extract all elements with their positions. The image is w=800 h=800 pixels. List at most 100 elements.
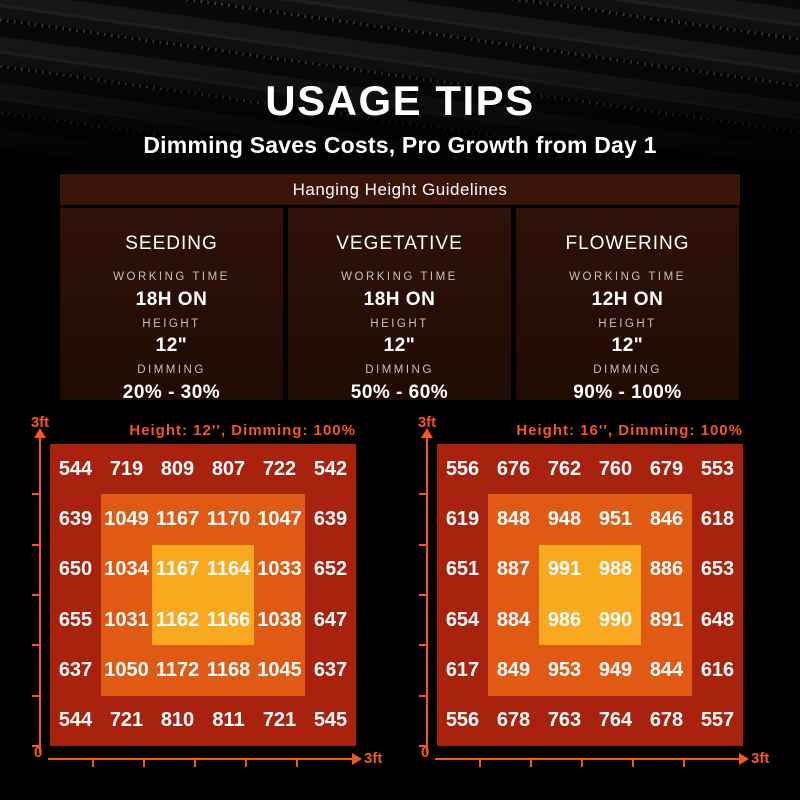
axis-tick	[32, 594, 39, 596]
heatmap-cell: 616	[692, 645, 743, 696]
field-label: HEIGHT	[142, 317, 201, 330]
heatmap-cell: 557	[692, 695, 743, 746]
x-axis-max-label: 3ft	[364, 750, 383, 767]
field-label: WORKING TIME	[113, 271, 230, 283]
grow-light-photo	[0, 0, 800, 168]
heatmap-cell: 639	[305, 494, 356, 545]
heatmap-cell: 809	[152, 444, 203, 495]
guidelines-title: Hanging Height Guidelines	[60, 174, 740, 205]
axis-tick	[530, 760, 532, 767]
field-value: 12H ON	[591, 288, 664, 310]
heatmap-cell: 844	[641, 645, 692, 696]
heatmap-cell: 948	[539, 494, 590, 545]
heatmap-cell: 1034	[101, 544, 152, 595]
heatmap-cell: 762	[539, 444, 590, 495]
heatmap-grid: 544 719 809 807 722 542 639 1049 1167 1170 1047 639…	[50, 444, 356, 746]
heatmap-cell: 1045	[254, 645, 305, 696]
ppfd-heatmap-16in: Height: 16'', Dimming: 100% 3ft 0 3ft 55…	[387, 412, 787, 792]
field-value: 20% - 30%	[122, 381, 221, 403]
heatmap-cell: 1038	[254, 594, 305, 646]
page-subtitle: Dimming Saves Costs, Pro Growth from Day…	[143, 132, 657, 158]
heatmap-cell: 886	[641, 544, 692, 595]
stage-name: SEEDING	[125, 233, 218, 254]
x-axis-origin-label: 0	[34, 744, 43, 761]
axis-tick	[419, 695, 426, 697]
heatmap-cell: 1170	[203, 494, 254, 545]
heatmap-cell: 652	[305, 544, 356, 595]
heatmap-cell: 647	[305, 594, 356, 646]
heatmap-cell: 810	[152, 695, 203, 746]
axis-tick	[32, 695, 39, 697]
heatmap-cell: 542	[305, 444, 356, 495]
heatmap-cell: 953	[539, 645, 590, 696]
guideline-column-seeding: SEEDING WORKING TIME 18H ON HEIGHT 12" D…	[60, 208, 283, 403]
heatmap-cell: 848	[488, 494, 539, 545]
heatmap-cell: 1172	[152, 645, 203, 696]
heatmap-cell: 1167	[152, 544, 203, 595]
heatmap-cell: 719	[101, 444, 152, 495]
ppfd-heatmap-12in: Height: 12'', Dimming: 100% 3ft 0 3ft 54…	[0, 412, 400, 792]
heatmap-cell: 617	[437, 645, 488, 696]
field-value: 12"	[611, 335, 644, 356]
heatmap-cell: 849	[488, 645, 539, 696]
heatmap-cell: 1166	[203, 594, 254, 646]
guideline-column-flowering: FLOWERING WORKING TIME 12H ON HEIGHT 12"…	[516, 208, 739, 402]
x-axis-origin-label: 0	[421, 744, 430, 761]
heatmap-cell: 556	[437, 444, 488, 495]
y-axis-line	[426, 438, 428, 753]
axis-tick	[419, 644, 426, 646]
heatmap-cell: 618	[692, 494, 743, 545]
heatmap-cell: 1031	[101, 594, 152, 646]
heatmap-cell: 544	[50, 444, 101, 495]
heatmap-cell: 721	[254, 695, 305, 746]
field-label: DIMMING	[137, 364, 206, 376]
field-label: DIMMING	[593, 364, 662, 376]
heatmap-cell: 1047	[254, 494, 305, 545]
axis-tick	[32, 745, 39, 747]
heatmap-cell: 648	[692, 594, 743, 646]
axis-tick	[683, 760, 685, 767]
heatmap-cell: 846	[641, 494, 692, 545]
field-label: WORKING TIME	[341, 271, 458, 283]
field-value: 18H ON	[363, 288, 436, 310]
axis-tick	[419, 544, 426, 546]
field-label: WORKING TIME	[569, 271, 686, 283]
page-title: USAGE TIPS	[265, 77, 535, 124]
axis-tick	[32, 544, 39, 546]
heatmap-cell: 619	[437, 494, 488, 545]
field-value: 50% - 60%	[350, 381, 449, 403]
heatmap-cell: 655	[50, 594, 101, 646]
heatmap-cell: 544	[50, 695, 101, 746]
axis-tick	[245, 760, 247, 767]
heatmap-cell: 990	[590, 594, 641, 646]
axis-tick	[143, 760, 145, 767]
y-axis-arrow-icon	[34, 428, 46, 438]
heatmap-cell: 949	[590, 645, 641, 696]
heatmap-cell: 887	[488, 544, 539, 595]
field-value: 18H ON	[135, 288, 208, 310]
heatmap-cell: 678	[488, 695, 539, 746]
heatmap-cell: 1167	[152, 494, 203, 545]
stage-name: FLOWERING	[565, 233, 690, 254]
heatmap-cell: 637	[305, 645, 356, 696]
heatmap-cell: 654	[437, 594, 488, 646]
chart-title: Height: 12'', Dimming: 100%	[129, 422, 356, 439]
photo-fade-overlay	[0, 0, 800, 168]
heatmap-cell: 678	[641, 695, 692, 746]
axis-tick	[92, 760, 94, 767]
axis-tick	[32, 644, 39, 646]
heatmap-cell: 679	[641, 444, 692, 495]
axis-tick	[419, 594, 426, 596]
field-label: DIMMING	[365, 364, 434, 376]
heatmap-grid: 556 676 762 760 679 553 619 848 948 951 846 618 651 8…	[437, 444, 743, 746]
heatmap-cell: 988	[590, 544, 641, 595]
stage-name: VEGETATIVE	[336, 233, 463, 254]
heatmap-cell: 760	[590, 444, 641, 495]
heatmap-cell: 763	[539, 695, 590, 746]
heatmap-cell: 991	[539, 544, 590, 595]
heatmap-cell: 721	[101, 695, 152, 746]
heatmap-cell: 1168	[203, 645, 254, 696]
heatmap-cell: 639	[50, 494, 101, 545]
chart-title: Height: 16'', Dimming: 100%	[516, 422, 743, 439]
